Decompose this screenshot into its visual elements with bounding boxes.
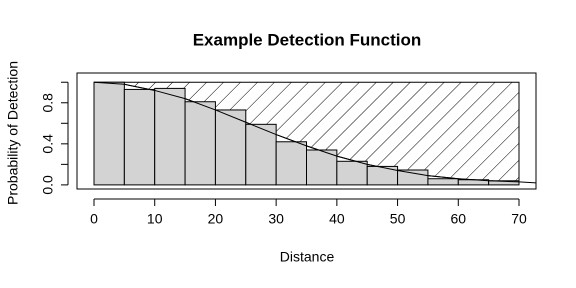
x-tick-label: 50 xyxy=(390,211,406,227)
x-tick-label: 0 xyxy=(90,211,98,227)
bar xyxy=(275,141,307,186)
plot-frame xyxy=(76,72,537,190)
x-tick-label: 30 xyxy=(268,211,284,227)
bar xyxy=(123,88,156,186)
bar xyxy=(154,87,186,186)
x-tick-label: 70 xyxy=(511,211,527,227)
x-tick-label: 60 xyxy=(450,211,466,227)
bar xyxy=(184,101,216,186)
bar xyxy=(336,160,368,186)
detection-curve xyxy=(93,81,537,184)
x-tick-label: 40 xyxy=(329,211,345,227)
x-tick-label: 10 xyxy=(147,211,163,227)
chart-title: Example Detection Function xyxy=(193,30,422,49)
y-tick-label: 0.0 xyxy=(40,175,56,195)
y-tick-label: 0.4 xyxy=(40,134,56,154)
bar xyxy=(306,149,338,186)
bar xyxy=(245,123,277,186)
bar xyxy=(488,180,520,186)
plot-area xyxy=(93,81,537,186)
y-tick-label: 0.8 xyxy=(40,93,56,113)
x-tick-label: 20 xyxy=(208,211,224,227)
bar xyxy=(93,81,125,186)
bar xyxy=(214,109,247,186)
bar xyxy=(397,169,429,186)
y-axis-label: Probability of Detection xyxy=(5,61,21,205)
x-axis-label: Distance xyxy=(280,249,335,265)
bar xyxy=(427,178,459,186)
